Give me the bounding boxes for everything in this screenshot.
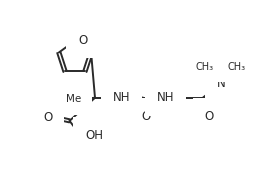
Text: CH₃: CH₃ <box>228 62 246 72</box>
Text: Me: Me <box>66 94 81 104</box>
Text: OH: OH <box>85 129 103 142</box>
Text: NH: NH <box>112 91 130 104</box>
Text: O: O <box>204 110 213 123</box>
Text: N: N <box>217 77 226 90</box>
Text: O: O <box>43 111 53 124</box>
Text: O: O <box>141 110 150 123</box>
Text: NH: NH <box>157 91 175 104</box>
Text: CH₃: CH₃ <box>195 62 213 72</box>
Text: O: O <box>78 34 87 47</box>
